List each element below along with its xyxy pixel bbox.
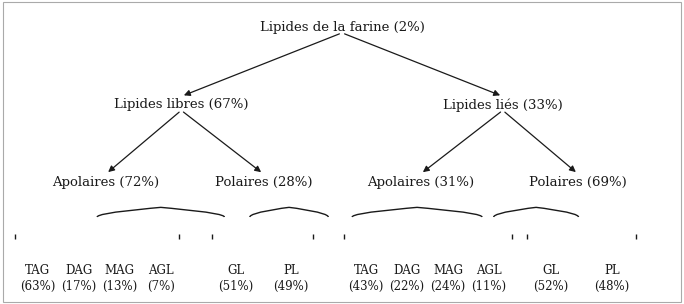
Text: GL
(51%): GL (51%) [218, 264, 254, 293]
Text: Lipides libres (67%): Lipides libres (67%) [114, 98, 248, 111]
Text: Lipides de la farine (2%): Lipides de la farine (2%) [259, 21, 425, 34]
Text: Apolaires (72%): Apolaires (72%) [53, 176, 159, 189]
Text: Polaires (28%): Polaires (28%) [215, 176, 312, 189]
Text: TAG
(63%): TAG (63%) [20, 264, 55, 293]
Text: TAG
(43%): TAG (43%) [348, 264, 384, 293]
Text: DAG
(17%): DAG (17%) [61, 264, 96, 293]
Text: Lipides liés (33%): Lipides liés (33%) [443, 98, 563, 112]
Text: GL
(52%): GL (52%) [533, 264, 568, 293]
Text: MAG
(24%): MAG (24%) [430, 264, 466, 293]
Text: DAG
(22%): DAG (22%) [389, 264, 425, 293]
Text: AGL
(7%): AGL (7%) [147, 264, 174, 293]
Text: PL
(49%): PL (49%) [273, 264, 308, 293]
Text: PL
(48%): PL (48%) [594, 264, 630, 293]
Text: MAG
(13%): MAG (13%) [102, 264, 137, 293]
Text: AGL
(11%): AGL (11%) [471, 264, 507, 293]
Text: Apolaires (31%): Apolaires (31%) [367, 176, 474, 189]
Text: Polaires (69%): Polaires (69%) [529, 176, 627, 189]
